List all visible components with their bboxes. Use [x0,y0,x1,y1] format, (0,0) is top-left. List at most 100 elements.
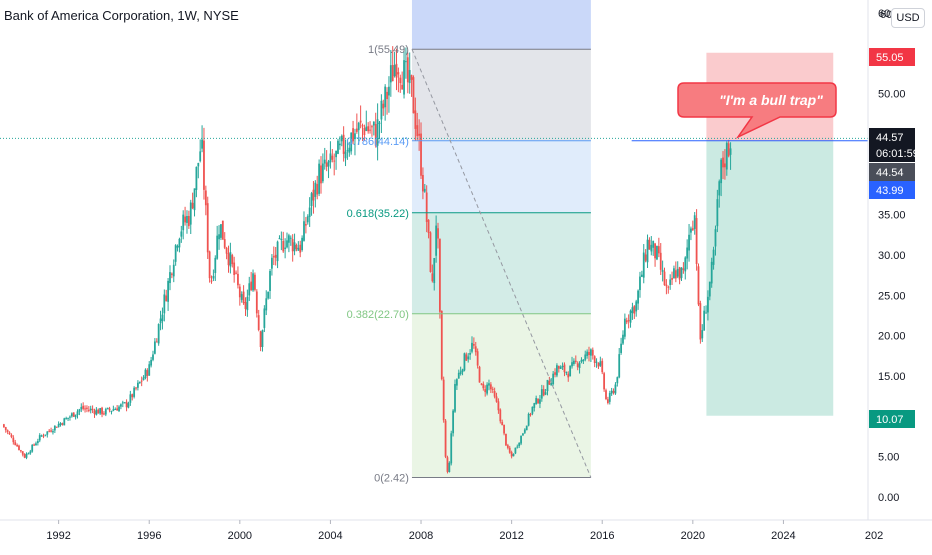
candle-body [40,435,43,437]
candle-body [523,429,526,433]
candle-body [657,246,660,254]
candle-body [223,239,226,248]
candle-body [67,417,69,419]
candle-body [601,360,604,373]
fib-zone [411,140,591,213]
candle-body [459,371,462,374]
candle-body [497,401,500,411]
candle-body [278,238,281,240]
candle-body [665,284,668,287]
candle-body [2,424,5,428]
candle-body [542,389,545,396]
candle-body [382,103,385,109]
candle-body [255,291,258,314]
candle-body [693,215,696,229]
currency-button[interactable]: USD [891,8,925,28]
candle-body [442,379,445,421]
candle-body [482,383,485,389]
candle-body [25,453,28,458]
candle-body [376,119,379,146]
price-tick-label: 50.00 [878,89,906,101]
candle-body [380,100,383,120]
time-tick-label: 2016 [590,530,614,542]
candle-body [454,384,456,412]
candle-body [108,408,111,411]
fib-level-label: 0.786(44.14) [347,136,409,148]
candle-body [288,235,290,243]
candle-body [605,390,607,400]
callout-bubble [677,82,837,139]
candle-body [529,414,532,416]
candle-body [474,346,477,353]
candle-body [610,390,613,394]
candle-body [576,363,579,368]
candle-body [272,256,275,258]
fib-level-label: 1(55.49) [368,44,409,56]
candle-body [488,383,490,386]
candle-body [316,184,319,195]
candle-body [640,274,643,277]
candle-body [333,160,336,162]
price-tag: 10.07 [869,410,915,428]
candle-body [506,445,509,448]
candle-body [6,430,9,432]
candle-body [582,359,585,361]
candle-body [201,139,203,149]
candle-body [622,334,624,344]
candle-body [486,384,488,394]
candle-body [501,421,504,426]
candle-body [544,392,547,395]
candle-body [561,366,564,368]
candle-body [101,407,103,415]
candle-body [310,193,313,207]
candle-body [74,414,77,418]
symbol-title[interactable]: Bank of America Corporation, 1W, NYSE [4,8,239,23]
candle-body [335,150,337,158]
candle-body [144,369,147,379]
candle-body [363,127,366,136]
candle-body [393,64,396,77]
candle-body [280,239,283,241]
candle-body [697,266,700,305]
candle-body [616,377,619,384]
candle-body [225,247,228,254]
candle-body [191,202,194,209]
price-tag: 44.54 [869,163,915,181]
candle-body [252,273,254,291]
candle-body [563,364,566,373]
candle-body [388,86,390,96]
candle-body [227,253,230,266]
candle-body [467,356,470,360]
candle-body [437,228,439,239]
candle-body [153,341,156,354]
fib-level-label: 0.618(35.22) [347,208,409,220]
candle-body [642,252,645,278]
candle-body [606,399,609,404]
candle-body [38,435,41,441]
candle-body [720,159,723,184]
candle-body [729,148,732,155]
candle-body [461,369,464,373]
candle-body [254,274,256,290]
candle-body [221,220,224,240]
candle-body [204,190,207,206]
candle-body [169,272,171,284]
candle-body [365,126,368,131]
candle-body [724,163,726,168]
candle-body [682,268,685,270]
candle-body [371,126,373,128]
candle-body [84,408,86,410]
candle-body [306,216,309,223]
candle-body [573,360,575,365]
candle-body [33,444,35,446]
candle-body [140,380,143,382]
candle-body [114,408,117,410]
candle-body [97,409,100,414]
candle-body [603,373,606,390]
candle-body [263,308,266,328]
candle-body [199,151,202,162]
candle-body [352,128,354,142]
